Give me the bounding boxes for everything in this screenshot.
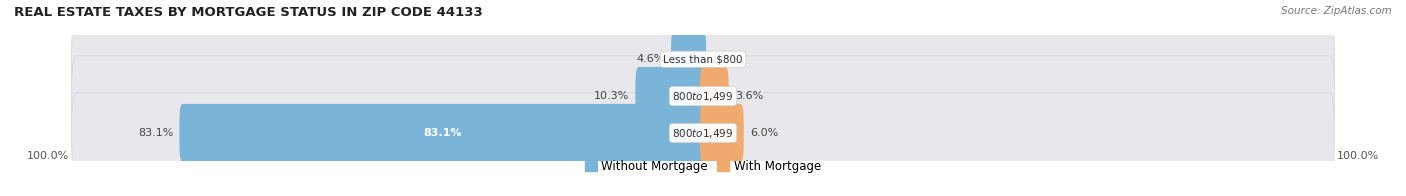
Text: 6.0%: 6.0%: [749, 128, 779, 138]
Text: 83.1%: 83.1%: [138, 128, 173, 138]
Text: 0.0%: 0.0%: [713, 54, 741, 64]
FancyBboxPatch shape: [700, 104, 744, 162]
Text: 4.6%: 4.6%: [637, 54, 665, 64]
FancyBboxPatch shape: [700, 67, 728, 125]
FancyBboxPatch shape: [72, 56, 1334, 136]
Text: 100.0%: 100.0%: [1337, 151, 1379, 161]
Text: Source: ZipAtlas.com: Source: ZipAtlas.com: [1281, 6, 1392, 16]
Text: 83.1%: 83.1%: [423, 128, 463, 138]
FancyBboxPatch shape: [180, 104, 706, 162]
Text: 100.0%: 100.0%: [27, 151, 69, 161]
Text: $800 to $1,499: $800 to $1,499: [672, 90, 734, 103]
Legend: Without Mortgage, With Mortgage: Without Mortgage, With Mortgage: [581, 155, 825, 177]
FancyBboxPatch shape: [636, 67, 706, 125]
Text: $800 to $1,499: $800 to $1,499: [672, 127, 734, 140]
FancyBboxPatch shape: [72, 93, 1334, 173]
Text: 3.6%: 3.6%: [735, 91, 763, 101]
FancyBboxPatch shape: [72, 19, 1334, 100]
FancyBboxPatch shape: [671, 30, 706, 88]
Text: REAL ESTATE TAXES BY MORTGAGE STATUS IN ZIP CODE 44133: REAL ESTATE TAXES BY MORTGAGE STATUS IN …: [14, 6, 482, 19]
Text: Less than $800: Less than $800: [664, 54, 742, 64]
Text: 10.3%: 10.3%: [593, 91, 628, 101]
